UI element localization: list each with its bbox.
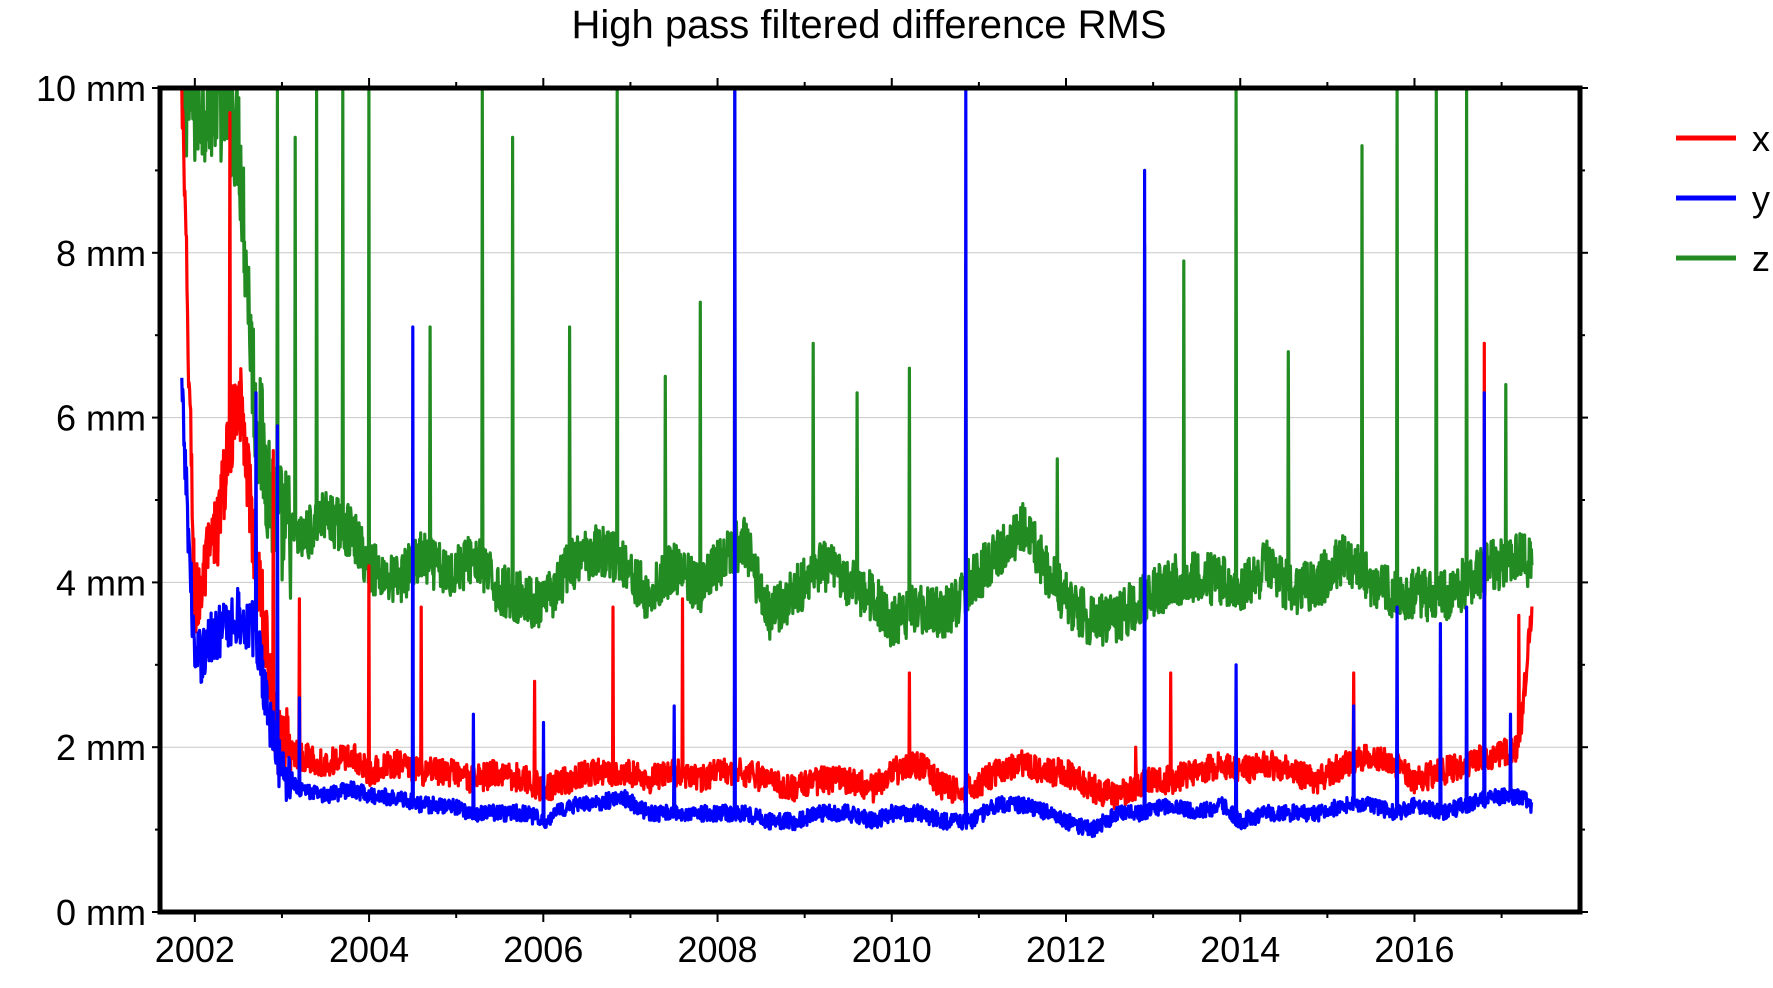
- x-tick-label: 2012: [1026, 929, 1106, 970]
- y-tick-label: 6 mm: [56, 398, 146, 439]
- x-tick-label: 2014: [1200, 929, 1280, 970]
- x-tick-label: 2008: [677, 929, 757, 970]
- legend-label-y: y: [1752, 178, 1770, 219]
- legend-label-x: x: [1752, 118, 1770, 159]
- y-tick-label: 4 mm: [56, 562, 146, 603]
- legend-label-z: z: [1752, 238, 1770, 279]
- y-tick-label: 0 mm: [56, 892, 146, 933]
- y-tick-label: 2 mm: [56, 727, 146, 768]
- series-line-x: [180, 87, 1534, 811]
- x-tick-label: 2002: [155, 929, 235, 970]
- x-tick-label: 2010: [852, 929, 932, 970]
- x-tick-label: 2006: [503, 929, 583, 970]
- y-tick-label: 8 mm: [56, 233, 146, 274]
- legend: xyz: [1676, 118, 1770, 279]
- plot-area: [180, 86, 1534, 839]
- chart-title: High pass filtered difference RMS: [571, 3, 1166, 47]
- axes: 0 mm 2 mm 4 mm 6 mm 8 mm 10 mm 2002 2004 2006 200…: [36, 68, 1588, 970]
- y-tick-label: 10 mm: [36, 68, 146, 109]
- series-line-z: [180, 86, 1534, 648]
- series-line-y: [180, 86, 1534, 839]
- x-tick-label: 2016: [1374, 929, 1454, 970]
- x-tick-label: 2004: [329, 929, 409, 970]
- gridlines: [160, 252, 1580, 748]
